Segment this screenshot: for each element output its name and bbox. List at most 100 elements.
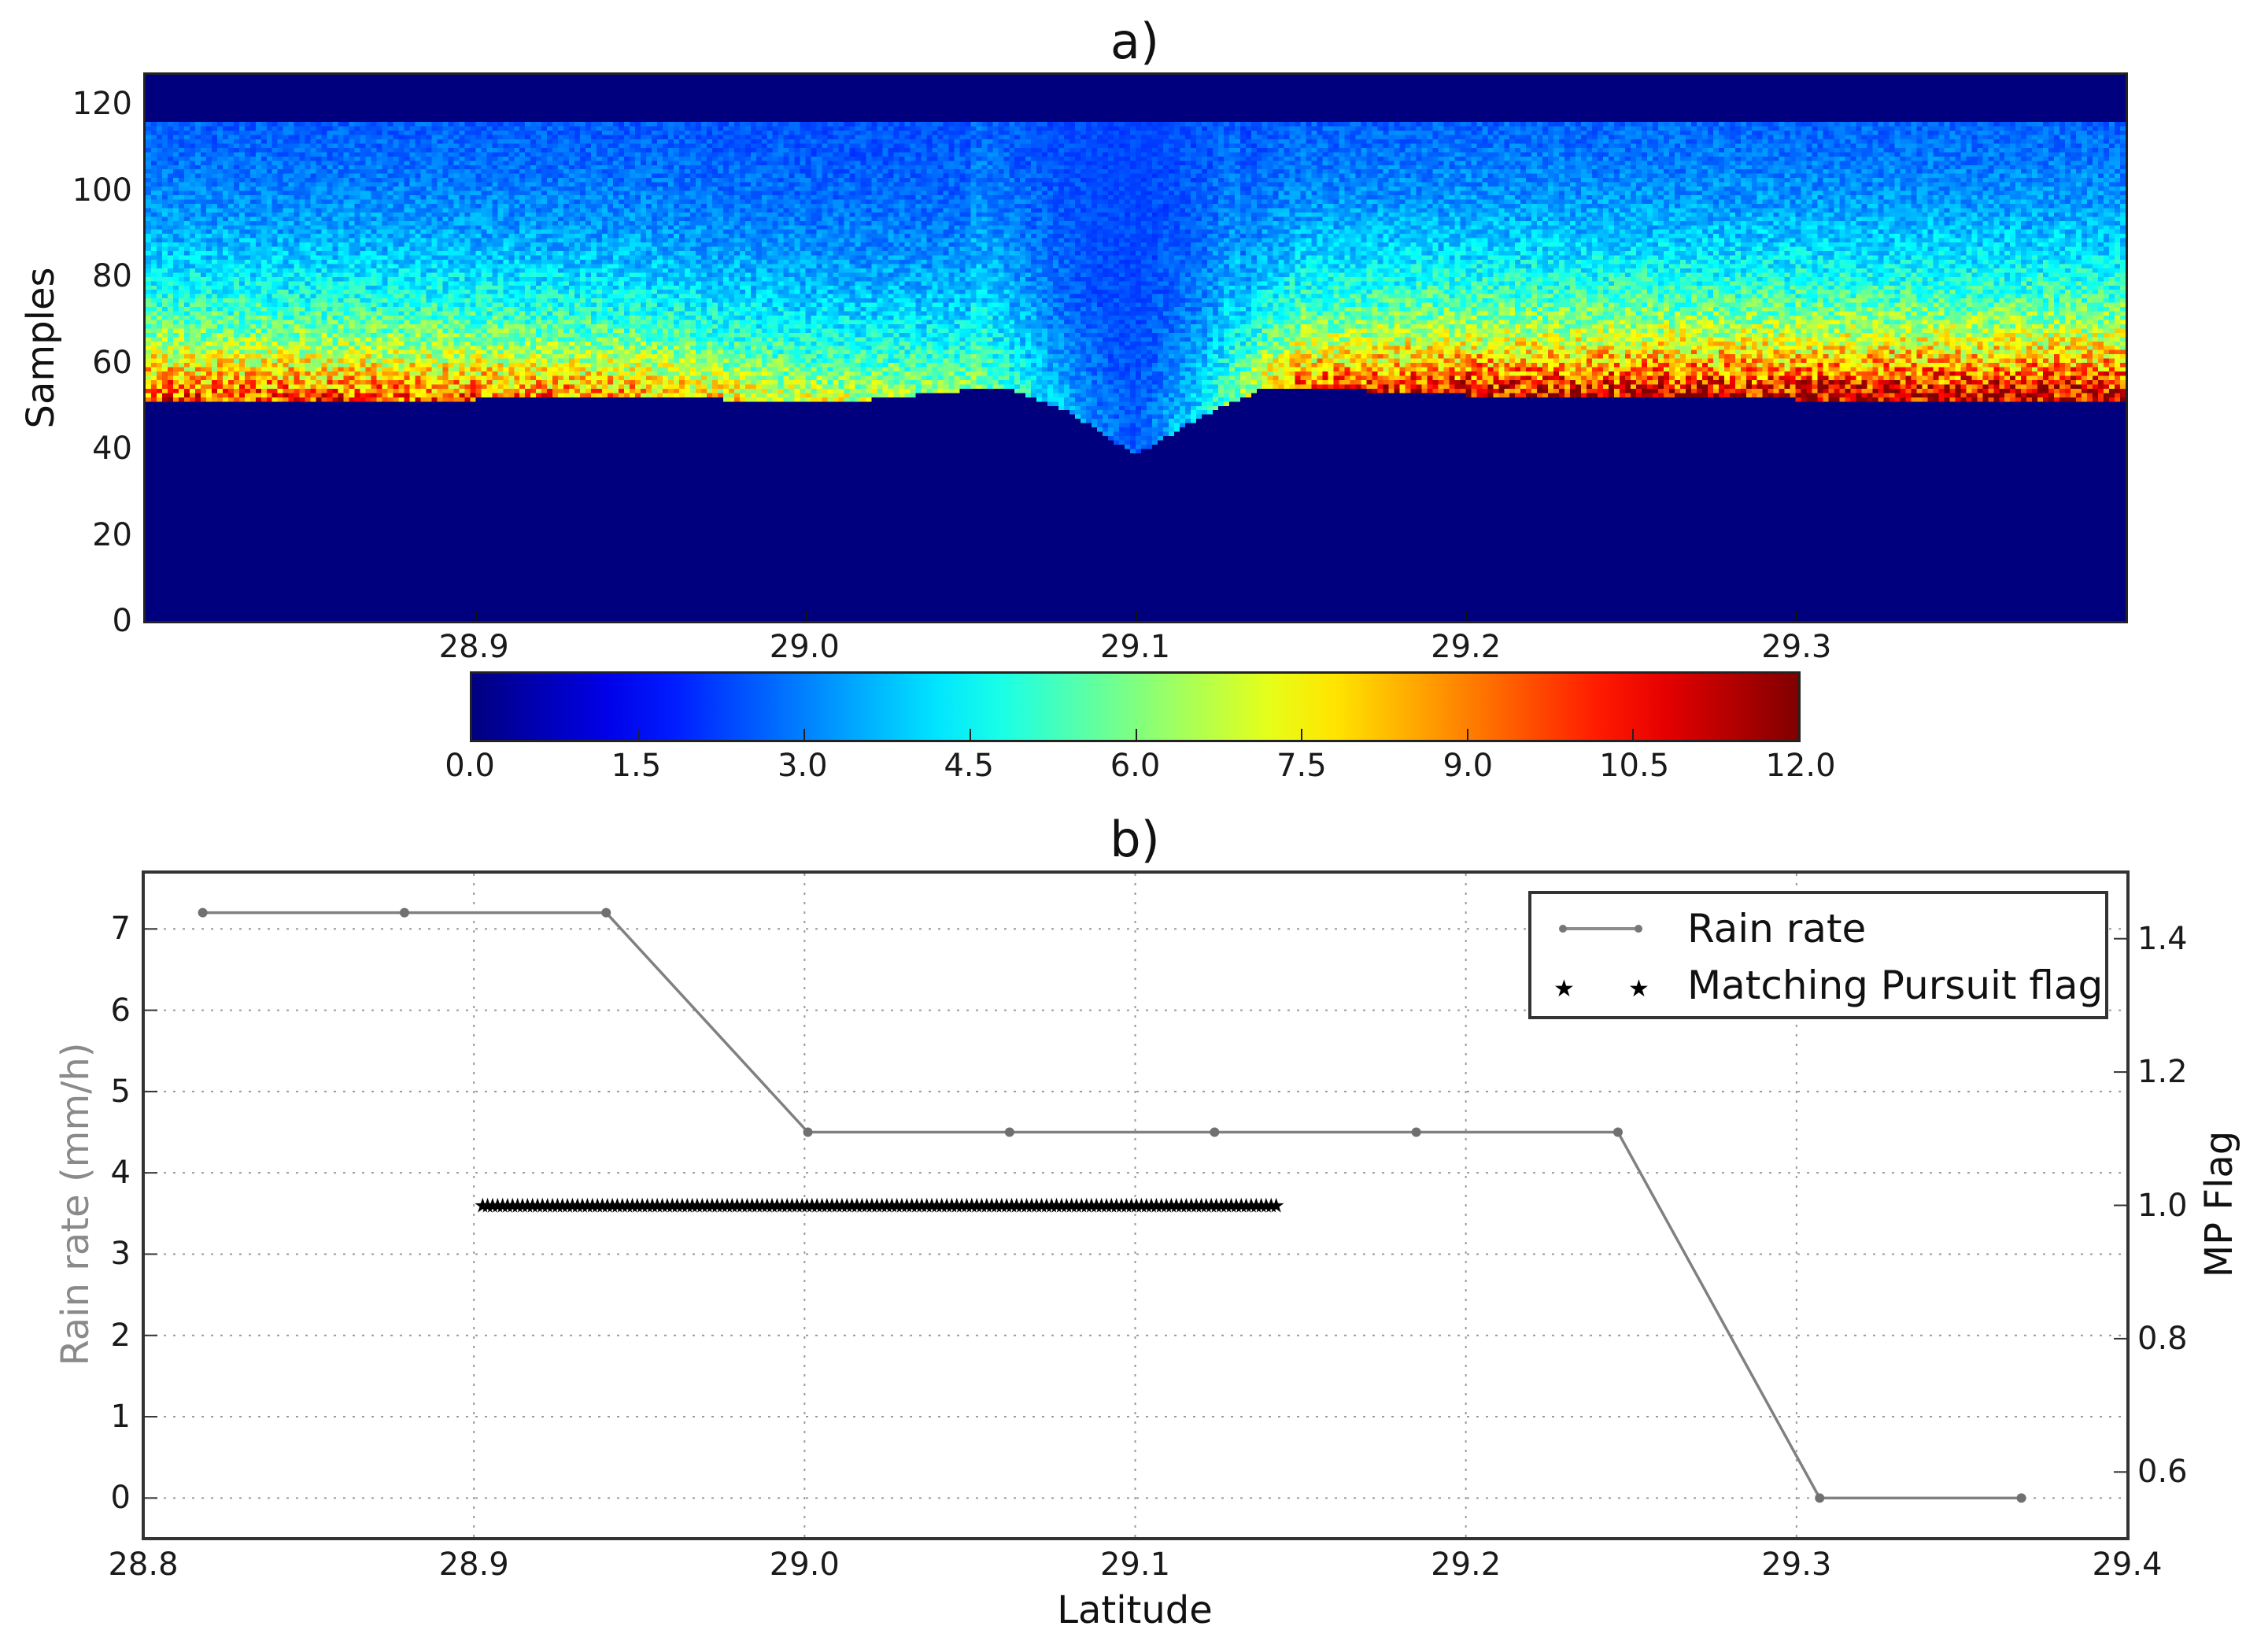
star-marker: ★	[728, 1195, 746, 1218]
star-marker: ★	[474, 1195, 492, 1218]
star-marker: ★	[868, 1195, 886, 1218]
star-marker: ★	[788, 1195, 806, 1218]
star-marker: ★	[1112, 1195, 1130, 1218]
star-marker: ★	[973, 1195, 991, 1218]
mp-flag-series: ★★★★★★★★★★★★★★★★★★★★★★★★★★★★★★★★★★★★★★★★…	[474, 1195, 1286, 1218]
heatmap-x-tick-label: 29.1	[1099, 629, 1171, 665]
star-marker: ★	[1207, 1195, 1225, 1218]
star-marker: ★	[863, 1195, 881, 1218]
star-marker: ★	[763, 1195, 781, 1218]
star-marker: ★	[1267, 1195, 1285, 1218]
star-marker: ★	[563, 1195, 582, 1218]
star-marker: ★	[798, 1195, 816, 1218]
star-marker: ★	[653, 1195, 671, 1218]
star-marker: ★	[813, 1195, 831, 1218]
star-marker: ★	[792, 1195, 811, 1218]
heatmap-x-tick-label: 29.3	[1761, 629, 1832, 665]
heatmap-x-tick-mark	[475, 612, 478, 621]
star-marker: ★	[634, 1195, 652, 1218]
star-marker: ★	[918, 1195, 936, 1218]
heatmap-x-tick-mark	[1465, 612, 1468, 621]
star-marker: ★	[1107, 1195, 1125, 1218]
colorbar-tick-mark	[1632, 729, 1635, 740]
mp-flag-tick-label: 0.6	[2137, 1454, 2188, 1491]
colorbar-tick-mark	[1301, 729, 1303, 740]
star-marker: ★	[519, 1195, 537, 1218]
panel-a-title: a)	[1110, 13, 1160, 70]
star-marker: ★	[933, 1195, 951, 1218]
heatmap-y-tick-label: 40	[92, 431, 132, 468]
latitude-tick-label: 28.8	[108, 1547, 179, 1583]
star-marker: ★	[977, 1195, 996, 1218]
star-marker: ★	[907, 1195, 925, 1218]
star-marker: ★	[1092, 1195, 1110, 1218]
star-marker: ★	[903, 1195, 921, 1218]
star-marker: ★	[833, 1195, 851, 1218]
star-marker: ★	[489, 1195, 507, 1218]
star-marker: ★	[748, 1195, 766, 1218]
star-marker: ★	[553, 1195, 571, 1218]
star-marker: ★	[603, 1195, 621, 1218]
star-marker: ★	[922, 1195, 940, 1218]
star-marker: ★	[623, 1195, 641, 1218]
latitude-tick-label: 29.2	[1431, 1547, 1502, 1583]
star-marker: ★	[928, 1195, 946, 1218]
rain-rate-tick-label: 4	[110, 1155, 131, 1192]
rain-rate-point	[601, 907, 611, 918]
star-marker: ★	[618, 1195, 636, 1218]
star-marker: ★	[1212, 1195, 1230, 1218]
rain-rate-point	[198, 907, 208, 918]
star-marker: ★	[898, 1195, 916, 1218]
star-marker: ★	[1007, 1195, 1025, 1218]
star-marker: ★	[1073, 1195, 1091, 1218]
heatmap-x-tick-mark	[1795, 612, 1797, 621]
star-marker: ★	[962, 1195, 981, 1218]
heatmap-image	[146, 75, 2126, 621]
legend-item-rain-rate: Rain rate	[1531, 905, 1866, 952]
star-marker: ★	[952, 1195, 970, 1218]
star-marker: ★	[1127, 1195, 1145, 1218]
heatmap-x-tick-mark	[805, 612, 807, 621]
star-marker: ★	[958, 1195, 976, 1218]
star-marker: ★	[1047, 1195, 1066, 1218]
star-marker: ★	[873, 1195, 891, 1218]
rain-rate-point	[1004, 1127, 1014, 1137]
heatmap-x-tick-label: 29.0	[769, 629, 840, 665]
colorbar-tick-mark	[969, 729, 971, 740]
star-marker: ★	[663, 1195, 682, 1218]
rain-rate-point	[1815, 1493, 1825, 1503]
rain-rate-y-axis-label: Rain rate (mm/h)	[54, 1042, 98, 1366]
star-marker: ★	[803, 1195, 821, 1218]
star-marker: ★	[498, 1195, 516, 1218]
colorbar	[470, 671, 1801, 742]
star-marker: ★	[1172, 1195, 1190, 1218]
rain-rate-point	[399, 907, 409, 918]
star-marker: ★	[658, 1195, 676, 1218]
star-marker: ★	[703, 1195, 721, 1218]
rain-rate-tick-label: 3	[110, 1236, 131, 1273]
colorbar-tick-label: 7.5	[1276, 748, 1327, 784]
star-marker: ★	[698, 1195, 716, 1218]
heatmap-y-tick-label: 0	[112, 603, 132, 639]
star-marker: ★	[988, 1195, 1006, 1218]
star-marker: ★	[1147, 1195, 1165, 1218]
star-marker: ★	[1157, 1195, 1175, 1218]
colorbar-tick-mark	[637, 729, 640, 740]
star-marker: ★	[568, 1195, 586, 1218]
star-marker: ★	[1122, 1195, 1140, 1218]
rain-rate-tick-label: 6	[110, 992, 131, 1029]
heatmap-plot	[143, 72, 2128, 623]
star-marker: ★	[1247, 1195, 1265, 1218]
rain-rate-tick-label: 5	[110, 1073, 131, 1110]
heatmap-y-tick-label: 100	[72, 172, 132, 209]
star-marker: ★	[608, 1195, 626, 1218]
star-marker: ★	[1177, 1195, 1195, 1218]
star-marker: ★	[558, 1195, 576, 1218]
heatmap-y-tick-label: 20	[92, 516, 132, 553]
star-marker: ★	[1192, 1195, 1210, 1218]
star-marker: ★	[578, 1195, 597, 1218]
rain-rate-plot-svg: ★★★★★★★★★★★★★★★★★★★★★★★★★★★★★★★★★★★★★★★★…	[145, 874, 2126, 1537]
latitude-tick-label: 29.4	[2092, 1547, 2163, 1583]
star-marker: ★	[937, 1195, 955, 1218]
star-marker: ★	[588, 1195, 606, 1218]
